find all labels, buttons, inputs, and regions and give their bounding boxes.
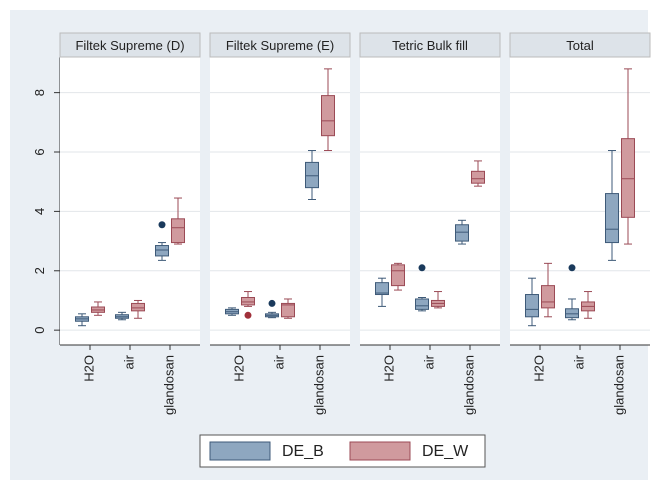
legend-swatch — [349, 441, 411, 461]
box — [621, 138, 635, 218]
panel-title: Filtek Supreme (E) — [226, 38, 334, 53]
y-tick-label: 4 — [32, 208, 47, 215]
box — [241, 296, 255, 306]
x-tick-label: glandosan — [311, 355, 326, 415]
legend-label: DE_B — [282, 443, 324, 460]
box — [171, 218, 185, 244]
box — [565, 308, 579, 319]
box — [305, 161, 319, 189]
box — [375, 282, 389, 296]
x-tick-label: air — [271, 354, 286, 369]
panel-title: Tetric Bulk fill — [392, 38, 468, 53]
outlier — [158, 221, 166, 229]
panel-title: Filtek Supreme (D) — [75, 38, 184, 53]
legend-label: DE_W — [422, 443, 469, 460]
panel-header — [59, 32, 201, 58]
box — [391, 264, 405, 287]
box — [525, 294, 539, 318]
box — [155, 245, 169, 257]
legend-swatch — [209, 441, 271, 461]
y-tick-label: 0 — [32, 327, 47, 334]
box — [471, 170, 485, 184]
box — [605, 193, 619, 244]
panel — [60, 57, 200, 345]
x-tick-label: H2O — [81, 355, 96, 382]
outlier — [268, 299, 276, 307]
box — [455, 224, 469, 242]
x-tick-label: air — [121, 354, 136, 369]
panel-title: Total — [566, 38, 594, 53]
panel-header — [209, 32, 351, 58]
y-tick-label: 6 — [32, 148, 47, 155]
y-tick-label: 2 — [32, 267, 47, 274]
x-tick-label: glandosan — [461, 355, 476, 415]
x-tick-label: air — [421, 354, 436, 369]
x-tick-label: glandosan — [161, 355, 176, 415]
panel-header — [359, 32, 501, 58]
x-tick-label: glandosan — [611, 355, 626, 415]
outlier — [244, 311, 252, 319]
x-tick-label: H2O — [231, 355, 246, 382]
y-tick-label: 8 — [32, 89, 47, 96]
x-tick-label: H2O — [381, 355, 396, 382]
outlier — [418, 264, 426, 272]
outlier — [568, 264, 576, 272]
x-tick-label: H2O — [531, 355, 546, 382]
box — [131, 302, 145, 312]
box — [281, 302, 295, 318]
box — [321, 95, 335, 137]
panel-header — [509, 32, 651, 58]
panel — [360, 57, 500, 345]
box — [415, 298, 429, 310]
x-tick-label: air — [571, 354, 586, 369]
box — [541, 285, 555, 309]
